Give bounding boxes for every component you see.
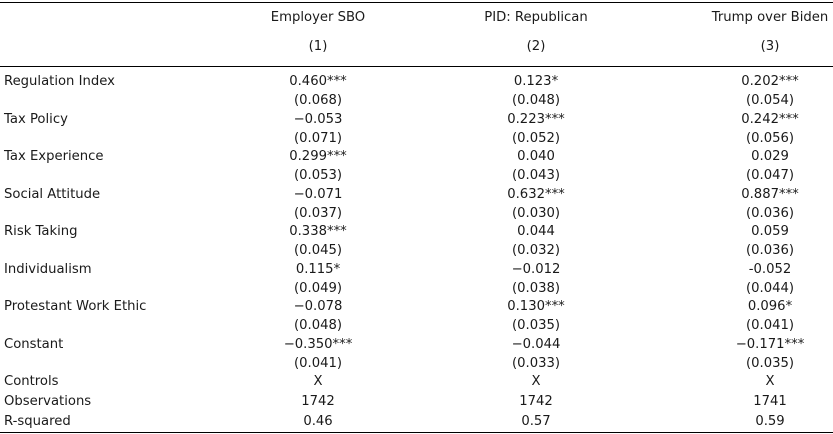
row-label: Tax Policy	[4, 112, 68, 127]
se-cell: (0.068)	[293, 93, 343, 108]
row-label: Tax Experience	[4, 149, 104, 164]
row-label: Constant	[4, 337, 64, 352]
coef-cell: 0.130***	[507, 299, 565, 314]
column-number-1: (1)	[308, 39, 328, 54]
row-label: Regulation Index	[4, 74, 115, 89]
footer-cell: 1741	[753, 394, 787, 409]
se-cell: (0.037)	[293, 206, 343, 221]
footer-cell: 0.57	[521, 414, 551, 429]
se-cell: (0.041)	[745, 318, 795, 333]
column-header-3: Trump over Biden	[711, 10, 829, 25]
coef-cell: −0.078	[293, 299, 343, 314]
header-rule	[0, 66, 833, 67]
coef-cell: 0.338***	[289, 224, 347, 239]
coef-cell: 0.059	[751, 224, 789, 239]
se-cell: (0.043)	[511, 168, 561, 183]
se-cell: (0.033)	[511, 356, 561, 371]
se-cell: (0.035)	[511, 318, 561, 333]
bottom-rule	[0, 432, 833, 434]
coef-cell: 0.115*	[295, 262, 341, 277]
coef-cell: 0.040	[517, 149, 555, 164]
coef-cell: −0.171***	[735, 337, 805, 352]
coef-cell: 0.887***	[741, 187, 799, 202]
se-cell: (0.030)	[511, 206, 561, 221]
se-cell: (0.035)	[745, 356, 795, 371]
coef-cell: 0.044	[517, 224, 555, 239]
se-cell: (0.056)	[745, 131, 795, 146]
coef-cell: -0.052	[748, 262, 792, 277]
coef-cell: 0.632***	[507, 187, 565, 202]
se-cell: (0.071)	[293, 131, 343, 146]
coef-cell: 0.460***	[289, 74, 347, 89]
coef-cell: −0.044	[511, 337, 561, 352]
top-rule	[0, 2, 833, 4]
se-cell: (0.044)	[745, 281, 795, 296]
coef-cell: −0.071	[293, 187, 343, 202]
row-label: Protestant Work Ethic	[4, 299, 147, 314]
footer-label-rsquared: R-squared	[4, 414, 71, 429]
se-cell: (0.049)	[293, 281, 343, 296]
se-cell: (0.036)	[745, 243, 795, 258]
se-cell: (0.052)	[511, 131, 561, 146]
row-label: Risk Taking	[4, 224, 78, 239]
coef-cell: 0.029	[751, 149, 789, 164]
se-cell: (0.036)	[745, 206, 795, 221]
se-cell: (0.045)	[293, 243, 343, 258]
footer-cell: X	[531, 374, 541, 389]
footer-label-observations: Observations	[4, 394, 92, 409]
se-cell: (0.054)	[745, 93, 795, 108]
coef-cell: 0.299***	[289, 149, 347, 164]
coef-cell: 0.202***	[741, 74, 799, 89]
column-number-2: (2)	[526, 39, 546, 54]
coef-cell: −0.350***	[283, 337, 353, 352]
coef-cell: −0.012	[511, 262, 561, 277]
footer-cell: X	[765, 374, 775, 389]
footer-cell: 1742	[301, 394, 335, 409]
footer-cell: 0.46	[303, 414, 333, 429]
se-cell: (0.053)	[293, 168, 343, 183]
coef-cell: 0.096*	[747, 299, 793, 314]
coef-cell: 0.223***	[507, 112, 565, 127]
footer-label-controls: Controls	[4, 374, 59, 389]
se-cell: (0.048)	[511, 93, 561, 108]
footer-cell: X	[313, 374, 323, 389]
row-label: Social Attitude	[4, 187, 101, 202]
se-cell: (0.038)	[511, 281, 561, 296]
coef-cell: 0.123*	[513, 74, 559, 89]
coef-cell: 0.242***	[741, 112, 799, 127]
se-cell: (0.041)	[293, 356, 343, 371]
row-label: Individualism	[4, 262, 92, 277]
footer-cell: 1742	[519, 394, 553, 409]
se-cell: (0.047)	[745, 168, 795, 183]
footer-cell: 0.59	[755, 414, 785, 429]
se-cell: (0.048)	[293, 318, 343, 333]
se-cell: (0.032)	[511, 243, 561, 258]
column-header-1: Employer SBO	[270, 10, 366, 25]
column-number-3: (3)	[760, 39, 780, 54]
column-header-2: PID: Republican	[484, 10, 588, 25]
coef-cell: −0.053	[293, 112, 343, 127]
